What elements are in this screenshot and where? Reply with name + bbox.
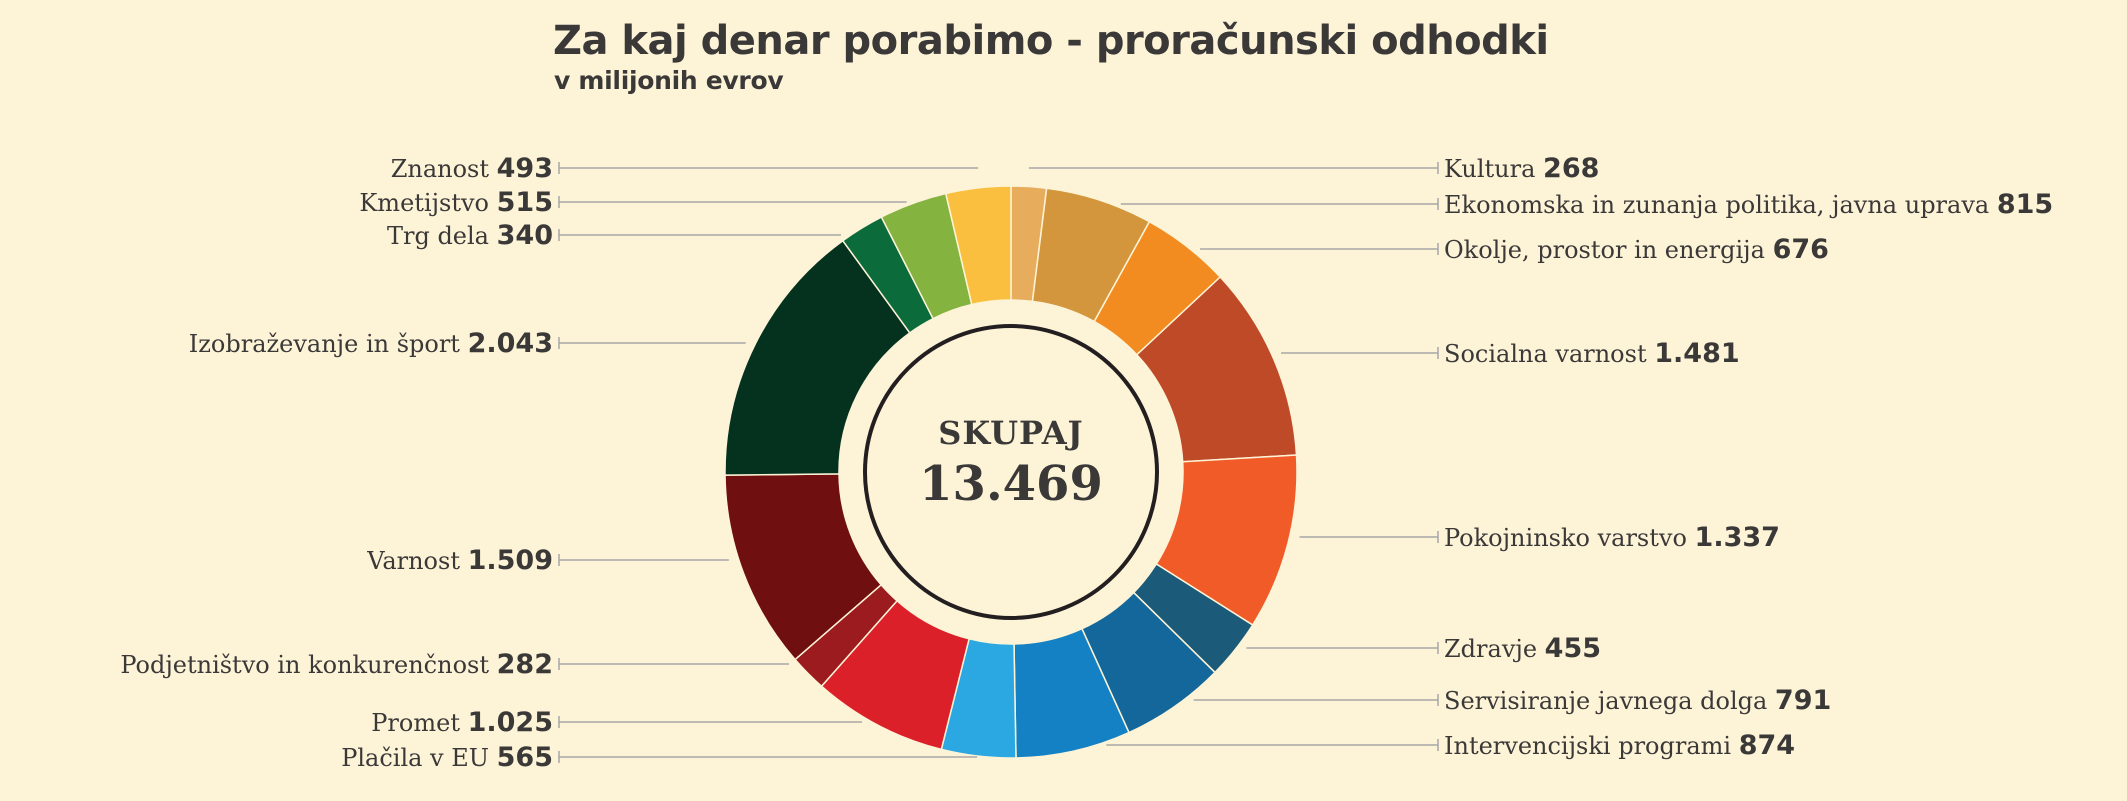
slice-label-value: 676 — [1773, 234, 1829, 265]
donut-slice — [944, 185, 1012, 306]
labels-layer: Kultura 268 Ekonomska in zunanja politika… — [120, 153, 2053, 773]
slice-label-name: Okolje, prostor in energija — [1444, 236, 1773, 264]
slice-label: Znanost 493 — [391, 153, 553, 184]
slice-label-value: 1.481 — [1654, 338, 1739, 369]
slice-label-value: 340 — [497, 220, 553, 251]
slice-label-value: 1.025 — [468, 707, 553, 738]
slice-label-name: Servisiranje javnega dolga — [1444, 687, 1775, 715]
center-total-label: SKUPAJ — [938, 414, 1083, 452]
slice-label-name: Kmetijstvo — [359, 189, 496, 217]
slice-label-name: Kultura — [1444, 155, 1543, 183]
center-total-value: 13.469 — [919, 456, 1103, 512]
slice-label-name: Socialna varnost — [1444, 340, 1654, 368]
chart-title: Za kaj denar porabimo - proračunski odho… — [553, 18, 1549, 64]
slice-label-value: 874 — [1739, 730, 1795, 761]
slice-label: Varnost 1.509 — [366, 545, 553, 576]
slice-label-value: 268 — [1543, 153, 1599, 184]
slice-label-name: Plačila v EU — [341, 744, 496, 772]
slice-label-value: 515 — [497, 187, 553, 218]
slice-label: Kmetijstvo 515 — [359, 187, 553, 218]
slice-label-name: Zdravje — [1444, 635, 1545, 663]
slice-label-value: 815 — [1997, 189, 2053, 220]
slice-label-value: 455 — [1545, 633, 1601, 664]
chart-subtitle: v milijonih evrov — [554, 66, 784, 95]
slice-label: Promet 1.025 — [371, 707, 553, 738]
slice-label-name: Pokojninsko varstvo — [1444, 524, 1695, 552]
slice-label: Servisiranje javnega dolga 791 — [1444, 685, 1831, 716]
slice-label-value: 1.509 — [468, 545, 553, 576]
slice-label-name: Znanost — [391, 155, 497, 183]
center-ring — [863, 324, 1159, 620]
slice-label: Okolje, prostor in energija 676 — [1444, 234, 1829, 265]
slice-label: Intervencijski programi 874 — [1444, 730, 1795, 761]
slice-label-name: Varnost — [366, 547, 467, 575]
slice-label: Izobraževanje in šport 2.043 — [189, 328, 553, 359]
slice-label-name: Ekonomska in zunanja politika, javna upr… — [1444, 191, 1997, 219]
slice-label: Socialna varnost 1.481 — [1444, 338, 1740, 369]
donut-slice — [724, 239, 911, 476]
slice-label: Pokojninsko varstvo 1.337 — [1444, 522, 1780, 553]
leader-lines-layer — [558, 162, 1439, 763]
slice-label: Kultura 268 — [1444, 153, 1599, 184]
slice-label-value: 565 — [497, 742, 553, 773]
slice-label: Podjetništvo in konkurenčnost 282 — [120, 649, 553, 680]
slice-label: Ekonomska in zunanja politika, javna upr… — [1444, 189, 2053, 220]
slice-label-value: 791 — [1775, 685, 1831, 716]
slice-label-name: Podjetništvo in konkurenčnost — [120, 651, 496, 679]
slice-label-value: 1.337 — [1695, 522, 1780, 553]
slice-label-name: Trg dela — [387, 222, 497, 250]
slice-label-value: 493 — [497, 153, 553, 184]
slice-label: Trg dela 340 — [387, 220, 553, 251]
slices-layer — [724, 185, 1298, 759]
slice-label: Zdravje 455 — [1444, 633, 1601, 664]
slice-label: Plačila v EU 565 — [341, 742, 553, 773]
slice-label-name: Intervencijski programi — [1444, 732, 1739, 760]
slice-label-name: Izobraževanje in šport — [189, 330, 468, 358]
slice-label-name: Promet — [371, 709, 467, 737]
slice-label-value: 2.043 — [468, 328, 553, 359]
slice-label-value: 282 — [497, 649, 553, 680]
